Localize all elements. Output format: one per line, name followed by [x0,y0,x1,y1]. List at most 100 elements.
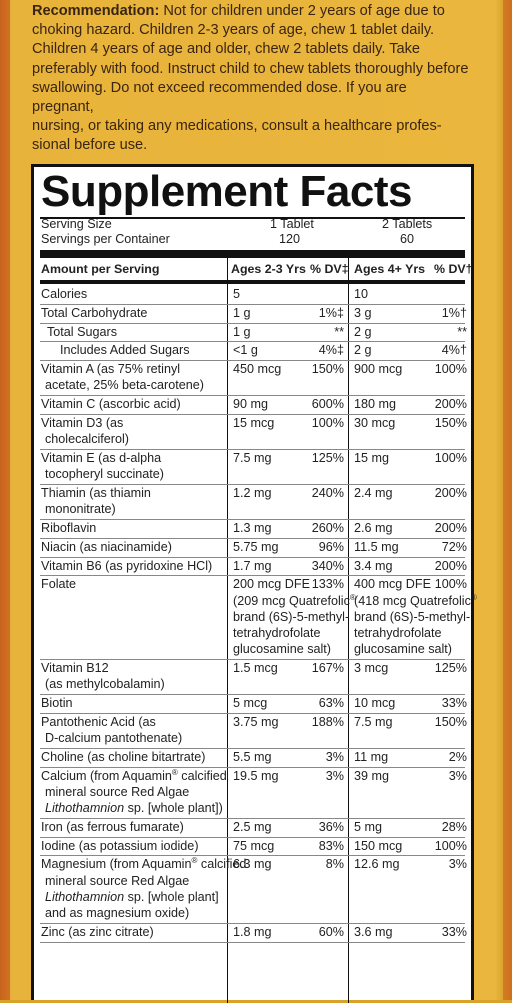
dv-ages-2-3: 83% [318,838,344,853]
nutrient-name: Vitamin E (as d-alpha [41,451,162,465]
amount-ages-4: 30 mcg [354,416,396,430]
amount-ages-2-3: glucosamine salt) [233,642,331,657]
nutrient-name: Lithothamnion sp. [whole plant]) [45,801,223,815]
amount-ages-2-3: 5.75 mg [233,539,279,554]
amount-ages-2-3: 200 mcg DFE [233,577,310,592]
dv-ages-4: 28% [441,819,467,834]
amount-ages-2-3: 1.2 mg [233,486,272,500]
dv-ages-2-3: 36% [318,819,344,834]
amount-ages-4: glucosamine salt) [354,642,452,657]
dv-ages-2-3: 188% [311,714,344,729]
dv-ages-2-3: 3% [325,768,344,783]
amount-ages-2-3: 19.5 mg [233,768,279,783]
amount-ages-4: 900 mcg [354,362,403,377]
amount-ages-4: (418 mcg Quatrefolic® [354,592,477,608]
amount-ages-2-3: 1 g [233,305,251,320]
row-divider [40,556,465,558]
dv-ages-2-3: 1%‡ [318,305,344,320]
amount-ages-2-3: 3.75 mg [233,714,279,729]
amount-ages-4: 15 mg [354,451,390,465]
nutrient-name: Lithothamnion sp. [whole plant] [45,889,219,904]
row-divider [40,395,465,397]
nutrient-name: mononitrate) [45,502,116,517]
amount-ages-2-3: brand (6S)-5-methyl- [233,609,350,624]
amount-ages-2-3: 5 [233,287,241,301]
amount-ages-4: 3 mcg [354,661,389,675]
nutrient-name: Vitamin B12 [41,661,109,675]
dv-ages-4: 200% [434,486,467,500]
serving-size-label: Serving Size [41,217,112,231]
dv-ages-4: ** [457,324,467,339]
row-divider [40,836,465,838]
dv-ages-4: 3% [448,768,467,783]
amount-ages-2-3: 75 mcg [233,838,275,853]
dv-ages-4: 100% [434,838,467,853]
dv-ages-2-3: 340% [311,558,344,573]
dv-ages-4: 33% [441,696,467,710]
ages-4-header: Ages 4+ Yrs [354,262,426,276]
dv-ages-4: 33% [441,924,467,939]
nutrient-name: Folate [41,577,77,592]
nutrient-name: Vitamin B6 (as pyridoxine HCl) [41,558,213,573]
amount-ages-4: 400 mcg DFE [354,577,431,592]
row-divider [40,855,465,857]
amount-ages-4: 2.4 mg [354,486,393,500]
nutrient-name: D-calcium pantothenate) [45,731,183,745]
nutrient-name: and as magnesium oxide) [45,906,190,920]
amount-ages-4: 3.4 mg [354,558,393,573]
dv-ages-2-3: 100% [311,416,344,430]
amount-ages-4: 2 g [354,324,372,339]
row-divider [40,414,465,415]
row-divider [40,575,465,577]
recommendation-line: preferably with food. Instruct child to … [32,60,469,77]
recommendation-line: Children 4 years of age and older, chew … [32,41,421,58]
row-divider [40,484,465,485]
amount-ages-2-3: 2.5 mg [233,819,272,834]
amount-ages-2-3: 15 mcg [233,416,275,430]
nutrient-name: Pantothenic Acid (as [41,714,156,729]
servings-per-container-label: Servings per Container [41,232,170,246]
nutrient-name: Niacin (as niacinamide) [41,539,172,554]
amount-per-serving-header: Amount per Serving [41,262,160,276]
recommendation-line: Not for children under 2 years of age du… [159,3,445,19]
dv-ages-4: 200% [434,397,467,412]
nutrient-name: Zinc (as zinc citrate) [41,924,154,939]
amount-ages-2-3: <1 g [233,343,258,358]
amount-ages-2-3: 7.5 mg [233,451,272,465]
amount-ages-2-3: 5.5 mg [233,749,272,764]
row-divider [40,303,465,305]
recommendation-line: sional before use. [32,137,148,154]
amount-ages-2-3: 1.8 mg [233,924,272,939]
nutrient-name: Iron (as ferrous fumarate) [41,819,184,834]
row-divider [40,659,465,660]
amount-ages-4: 2.6 mg [354,521,393,535]
row-divider [40,694,465,695]
nutrient-name: Includes Added Sugars [60,343,190,358]
amount-ages-4: 180 mg [354,397,397,412]
dv-ages-4: 100% [434,362,467,377]
amount-ages-4: brand (6S)-5-methyl- [354,609,471,624]
dv-ages-4: 100% [434,577,467,592]
title-rule [40,217,465,219]
nutrient-name: Magnesium (from Aquamin® calcified [41,856,247,872]
row-divider [40,941,465,943]
dv-ages-4: 100% [434,451,467,465]
supplement-facts-panel: Supplement Facts Serving Size Servings p… [31,164,477,1003]
row-divider [40,537,465,539]
nutrient-name: (as methylcobalamin) [45,677,165,692]
dv-ages-2-3: 8% [325,857,344,872]
dv-ages-2-3: 167% [311,661,344,675]
serving-size-ages-4: 2 Tablets [382,217,433,231]
nutrient-name: mineral source Red Algae [45,873,190,888]
package-edge-left [0,0,10,1000]
dv-ages-4-header: % DV† [434,262,473,276]
amount-ages-4: 12.6 mg [354,857,400,872]
amount-ages-2-3: 6.3 mg [233,857,272,872]
amount-ages-4: 11.5 mg [354,539,399,554]
dv-ages-2-3: 63% [318,696,344,710]
amount-ages-4: 5 mg [354,819,382,834]
recommendation-line: swallowing. Do not exceed recommended do… [32,79,407,116]
row-divider [40,712,465,714]
dv-ages-4: 1%† [441,305,467,320]
